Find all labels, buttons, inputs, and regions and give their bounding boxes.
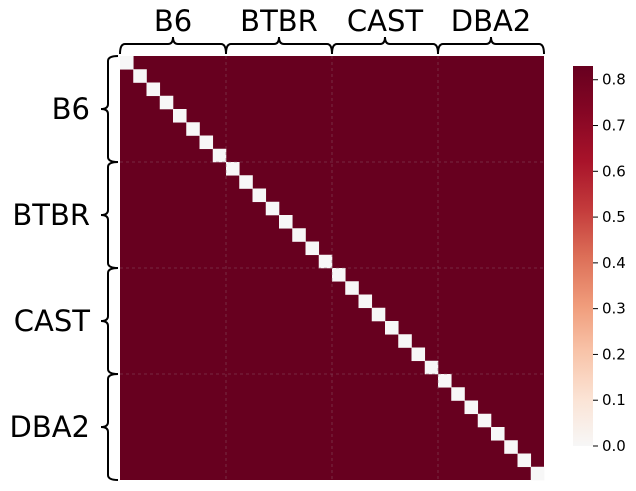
heatmap-diagonal-cell: [438, 374, 452, 388]
heatmap-diagonal-cell: [451, 387, 465, 401]
heatmap-diagonal-cell: [279, 215, 293, 229]
heatmap-diagonal-cell: [385, 321, 399, 335]
heatmap-diagonal-cell: [530, 466, 545, 481]
heatmap-diagonal-cell: [265, 201, 280, 216]
heatmap-diagonal-cell: [345, 281, 359, 295]
heatmap-diagonal-cell: [199, 135, 214, 150]
left-group-braces: [100, 55, 119, 481]
colorbar-tick-label: 0.5: [602, 208, 626, 226]
left-group-label: BTBR: [12, 198, 90, 232]
heatmap-diagonal-cell: [239, 175, 253, 189]
heatmap-diagonal-cell: [146, 82, 161, 97]
colorbar-ticks: 0.0 0.1 0.2 0.3 0.4 0.5 0.6 0.7 0.8: [593, 71, 626, 455]
heatmap-diagonal-cell: [504, 440, 518, 454]
colorbar-tick-label: 0.7: [602, 117, 626, 135]
colorbar-tick-label: 0.0: [602, 437, 626, 455]
heatmap-diagonal-cell: [411, 347, 426, 362]
top-group-brace: [331, 36, 439, 55]
heatmap-diagonal-cell: [173, 109, 187, 123]
top-group-brace: [225, 36, 333, 55]
colorbar-tick-label: 0.4: [602, 254, 626, 272]
heatmap-diagonal-cell: [226, 162, 240, 176]
heatmap-diagonal-cell: [398, 334, 412, 348]
heatmap-diagonal-cell: [517, 453, 532, 468]
colorbar-gradient: [573, 66, 593, 446]
left-group-label: CAST: [14, 304, 90, 338]
heatmap-diagonal-cell: [332, 268, 346, 282]
heatmap-diagonal-cell: [252, 188, 267, 203]
heatmap-diagonal-cell: [371, 307, 386, 322]
colorbar-tick-label: 0.1: [602, 391, 626, 409]
heatmap-diagonal-cell: [477, 413, 492, 428]
heatmap-diagonal-cell: [292, 228, 306, 242]
heatmap-diagonal-cell: [159, 95, 174, 110]
top-group-label: CAST: [347, 4, 423, 38]
top-group-label: B6: [154, 4, 192, 38]
heatmap-diagonal-cell: [305, 241, 320, 256]
colorbar: 0.0 0.1 0.2 0.3 0.4 0.5 0.6 0.7 0.8: [573, 66, 626, 455]
left-group-brace: [100, 373, 119, 481]
heatmap-diagonal-cell: [424, 360, 439, 375]
colorbar-tick-label: 0.3: [602, 300, 626, 318]
left-group-labels: B6 BTBR CAST DBA2: [9, 92, 90, 444]
group-gridlines: [120, 56, 544, 480]
top-group-label: BTBR: [240, 4, 318, 38]
top-group-brace: [437, 36, 545, 55]
colorbar-tick-label: 0.2: [602, 345, 626, 363]
left-group-brace: [100, 161, 119, 269]
heatmap-diagonal-cell: [464, 400, 479, 415]
heatmap-diagonal-cell: [120, 56, 134, 70]
left-group-label: DBA2: [9, 410, 90, 444]
left-group-brace: [100, 267, 119, 375]
heatmap-diagonal-cell: [212, 148, 227, 163]
heatmap-diagonal-cell: [318, 254, 333, 269]
top-group-braces: [119, 36, 545, 55]
heatmap-diagonal-cell: [491, 427, 505, 441]
colorbar-tick-label: 0.6: [602, 162, 626, 180]
heatmap-diagonal-cell: [133, 69, 147, 83]
left-group-label: B6: [52, 92, 90, 126]
top-group-brace: [119, 36, 227, 55]
colorbar-tick-label: 0.8: [602, 71, 626, 89]
top-group-label: DBA2: [451, 4, 532, 38]
heatmap-diagonal-cell: [186, 122, 200, 136]
top-group-labels: B6 BTBR CAST DBA2: [154, 4, 531, 38]
left-group-brace: [100, 55, 119, 163]
heatmap-diagonal-cell: [358, 294, 373, 309]
